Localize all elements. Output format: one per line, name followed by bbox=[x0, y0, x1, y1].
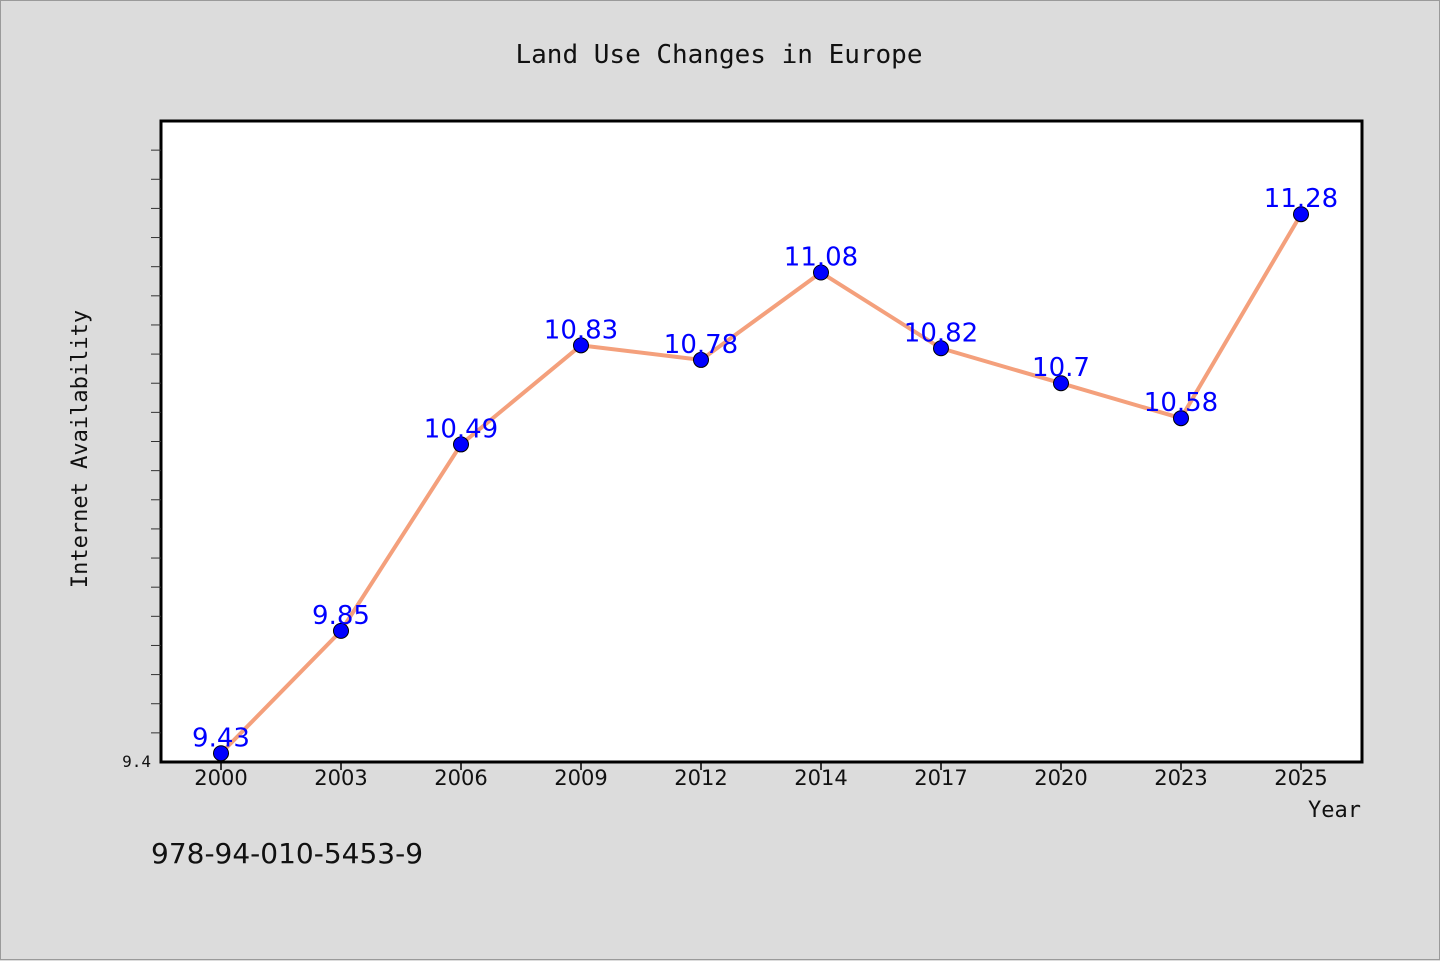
data-point bbox=[1293, 206, 1309, 223]
x-tick-label: 2012 bbox=[674, 766, 727, 790]
data-label: 9.85 bbox=[312, 601, 370, 631]
x-tick-label: 2020 bbox=[1034, 766, 1087, 790]
data-point bbox=[573, 337, 589, 354]
x-tick-label: 2009 bbox=[554, 766, 607, 790]
x-tick-label: 2003 bbox=[314, 766, 367, 790]
x-axis-ticks: 2000 2003 2006 2009 2012 2014 2017 2020 2023 2025 bbox=[194, 762, 1328, 790]
data-label: 10.78 bbox=[664, 330, 738, 360]
series-line bbox=[219, 213, 1303, 755]
x-tick-label: 2006 bbox=[434, 766, 487, 790]
data-label: 11.28 bbox=[1264, 184, 1338, 214]
y-tick-label: 9.4 bbox=[122, 752, 151, 771]
data-point bbox=[813, 264, 829, 281]
data-label: 10.83 bbox=[544, 315, 618, 345]
data-point bbox=[453, 436, 469, 453]
data-point bbox=[213, 745, 229, 762]
data-label: 11.08 bbox=[784, 243, 858, 273]
x-tick-label: 2017 bbox=[914, 766, 967, 790]
data-label: 10.58 bbox=[1144, 388, 1218, 418]
chart-title: Land Use Changes in Europe bbox=[516, 40, 923, 70]
y-axis-ticks: 9.4 bbox=[122, 149, 161, 771]
plot-area bbox=[159, 119, 1364, 764]
x-tick-label: 2000 bbox=[194, 766, 247, 790]
data-point bbox=[933, 340, 949, 357]
x-axis-label: Year bbox=[1308, 798, 1361, 823]
data-point bbox=[1053, 375, 1069, 392]
data-point bbox=[1173, 410, 1189, 427]
y-axis-label: Internet Availability bbox=[68, 310, 93, 588]
x-tick-label: 2025 bbox=[1274, 766, 1327, 790]
x-tick-label: 2023 bbox=[1154, 766, 1207, 790]
data-label: 9.43 bbox=[192, 723, 250, 753]
series-layer bbox=[213, 206, 1309, 762]
data-point bbox=[333, 622, 349, 639]
data-label: 10.7 bbox=[1032, 353, 1090, 383]
footnote: 978-94-010-5453-9 bbox=[151, 837, 423, 870]
data-label: 10.82 bbox=[904, 318, 978, 348]
x-tick-label: 2014 bbox=[794, 766, 847, 790]
data-labels-layer: 9.43 9.85 10.49 10.83 10.78 11.08 10.82 10.7 10.… bbox=[192, 184, 1338, 753]
data-label: 10.49 bbox=[424, 414, 498, 444]
data-point bbox=[693, 351, 709, 368]
